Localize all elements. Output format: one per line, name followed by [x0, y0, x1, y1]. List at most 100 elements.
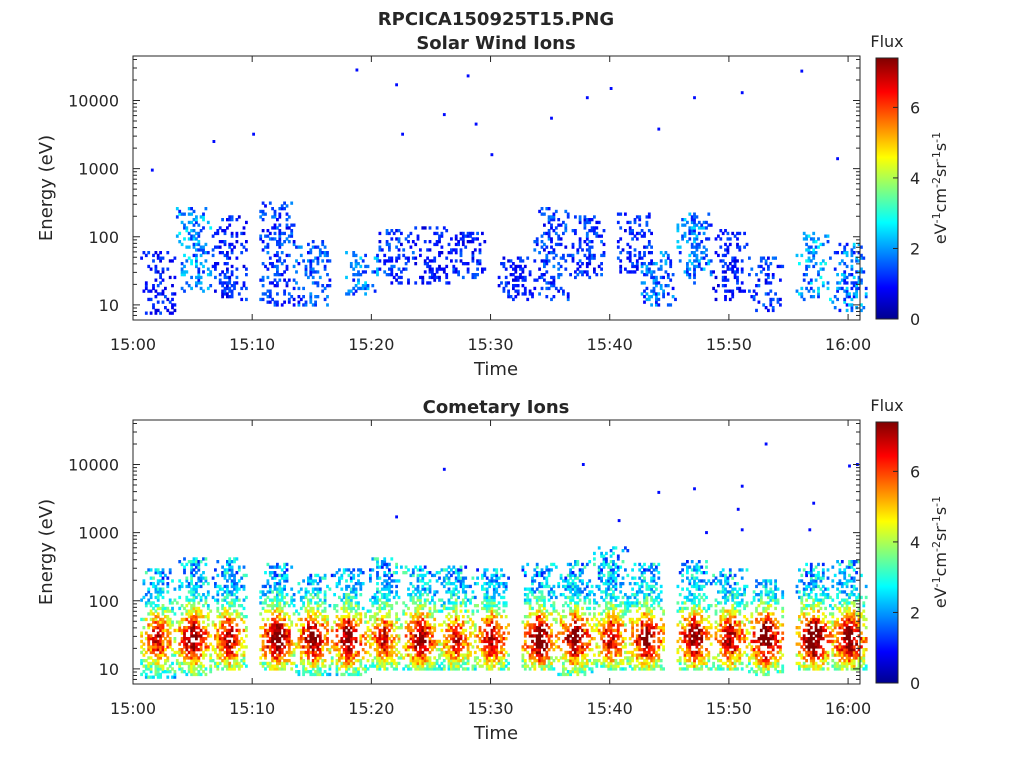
heatmap-cell — [366, 650, 370, 655]
heatmap-cell — [283, 612, 286, 616]
heatmap-cell — [779, 264, 782, 269]
heatmap-cell — [807, 234, 811, 238]
heatmap-cell — [307, 579, 310, 583]
heatmap-cell — [183, 253, 186, 258]
heatmap-cell — [369, 576, 372, 580]
heatmap-cell — [392, 231, 396, 236]
heatmap-cell — [461, 240, 465, 244]
heatmap-cell — [426, 631, 429, 635]
heatmap-cell — [185, 637, 189, 641]
heatmap-cell — [450, 248, 453, 252]
heatmap-cell — [428, 656, 432, 660]
heatmap-cell — [535, 237, 539, 241]
heatmap-cell — [278, 587, 282, 591]
heatmap-cell — [140, 659, 143, 663]
heatmap-cell — [545, 281, 549, 285]
heatmap-cell — [645, 273, 649, 277]
heatmap-cell — [419, 275, 422, 280]
heatmap-cell — [311, 637, 315, 641]
heatmap-cell — [276, 300, 279, 304]
heatmap-cell — [147, 598, 151, 602]
heatmap-cell — [159, 664, 162, 668]
heatmap-cell — [307, 653, 310, 657]
heatmap-cell — [531, 582, 534, 586]
heatmap-cell — [190, 562, 193, 567]
heatmap-cell — [187, 650, 191, 655]
heatmap-cell — [461, 579, 465, 583]
heatmap-cell — [764, 278, 768, 282]
heatmap-cell — [843, 251, 847, 255]
heatmap-cell — [476, 634, 479, 638]
heatmap-cell — [428, 270, 432, 274]
heatmap-cell — [192, 670, 196, 674]
heatmap-cell — [464, 609, 468, 613]
heatmap-cell — [485, 667, 489, 671]
heatmap-cell — [221, 606, 224, 611]
heatmap-cell — [309, 634, 313, 638]
data-point — [550, 116, 553, 120]
heatmap-cell — [547, 220, 551, 225]
heatmap-cell — [187, 664, 191, 668]
heatmap-cell — [578, 240, 582, 244]
heatmap-cell — [235, 587, 239, 591]
heatmap-cell — [840, 259, 844, 263]
heatmap-cell — [426, 571, 429, 575]
heatmap-cell — [147, 590, 151, 594]
heatmap-cell — [409, 661, 413, 666]
heatmap-cell — [752, 289, 756, 293]
heatmap-cell — [154, 664, 158, 668]
heatmap-cell — [195, 606, 198, 611]
heatmap-cell — [390, 584, 394, 589]
heatmap-cell — [395, 648, 398, 652]
heatmap-cell — [245, 297, 248, 302]
heatmap-cell — [445, 256, 449, 260]
heatmap-cell — [559, 617, 563, 622]
heatmap-cell — [233, 576, 236, 580]
heatmap-cell — [414, 587, 418, 591]
heatmap-cell — [302, 667, 305, 671]
heatmap-cell — [495, 568, 499, 572]
heatmap-cell — [388, 576, 391, 580]
heatmap-cell — [411, 634, 415, 638]
heatmap-cell — [161, 620, 165, 624]
heatmap-cell — [261, 212, 265, 216]
heatmap-cell — [585, 270, 589, 274]
heatmap-cell — [142, 659, 146, 663]
heatmap-cell — [326, 620, 329, 624]
heatmap-cell — [211, 645, 215, 649]
heatmap-cell — [860, 278, 863, 282]
heatmap-cell — [404, 645, 408, 649]
heatmap-cell — [223, 281, 227, 285]
heatmap-cell — [483, 598, 487, 602]
heatmap-cell — [395, 237, 398, 241]
heatmap-cell — [326, 615, 329, 619]
heatmap-cell — [469, 653, 472, 657]
heatmap-cell — [338, 576, 341, 580]
heatmap-cell — [488, 642, 491, 646]
heatmap-cell — [500, 615, 503, 619]
heatmap-cell — [426, 587, 429, 591]
heatmap-cell — [528, 292, 532, 296]
heatmap-cell — [321, 251, 325, 255]
heatmap-cell — [149, 609, 153, 613]
heatmap-cell — [226, 284, 229, 288]
heatmap-cell — [442, 226, 446, 230]
heatmap-cell — [314, 626, 317, 630]
heatmap-cell — [180, 637, 184, 641]
heatmap-cell — [342, 604, 346, 608]
heatmap-cell — [497, 639, 501, 644]
heatmap-cell — [547, 231, 551, 236]
heatmap-cell — [447, 251, 451, 255]
heatmap-cell — [316, 645, 320, 649]
heatmap-cell — [547, 598, 551, 602]
heatmap-cell — [433, 231, 437, 236]
heatmap-cell — [178, 606, 182, 611]
heatmap-cell — [502, 664, 506, 668]
heatmap-cell — [233, 604, 236, 608]
heatmap-cell — [307, 670, 310, 674]
heatmap-cell — [457, 240, 460, 244]
heatmap-cell — [388, 273, 391, 277]
heatmap-cell — [400, 565, 403, 569]
heatmap-cell — [523, 648, 527, 652]
heatmap-cell — [564, 650, 568, 655]
